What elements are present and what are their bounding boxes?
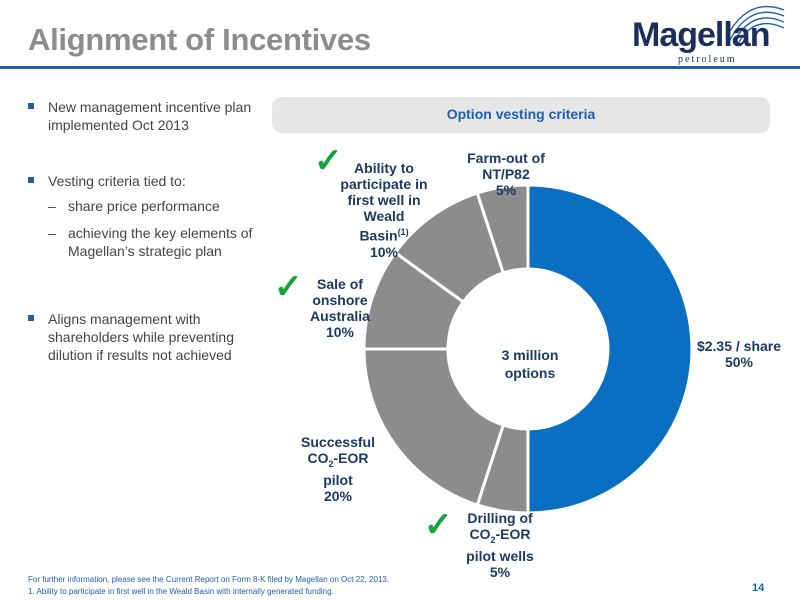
page-title: Alignment of Incentives [28,22,371,57]
bullet-text: Aligns management with shareholders whil… [48,311,234,363]
slice-label-share-price: $2.35 / share 50% [686,338,792,370]
logo-text: Magellan [632,16,770,54]
vesting-criteria-title: Option vesting criteria [446,106,596,122]
slice-label-line: first well in [347,192,421,208]
slice-label-line: Australia [310,308,370,324]
sub-bullet: – share price performance [48,197,268,215]
slice-label-line: CO2-EOR [288,450,388,472]
center-label-line: 3 million [501,347,559,363]
slice-label-line: participate in [340,176,428,192]
slice-label-sale-onshore: Sale of onshore Australia 10% [294,276,386,340]
slice-label-pct: 5% [489,563,511,580]
sub-bullet: – achieving the key elements of Magellan… [48,224,268,260]
dash-icon: – [48,198,56,214]
slice-label-line: Ability to [354,160,414,176]
footnote-1: 1. Ability to participate in first well … [28,587,334,596]
bullet-item: Vesting criteria tied to: [28,172,258,190]
subscript-2: 2 [328,458,334,469]
sub-bullet-text: share price performance [68,198,220,214]
slice-label-pct: 20% [323,487,353,504]
sub-bullet-text: achieving the key elements of Magellan’s… [68,225,253,259]
check-drilling-icon: ✓ [424,506,453,544]
slice-label-drilling: Drilling of CO2-EOR pilot wells 5% [450,510,550,580]
footnote-info: For further information, please see the … [28,575,390,584]
page-number: 14 [752,582,765,594]
slice-label-line: CO2-EOR [450,526,550,548]
title-divider [0,66,800,69]
slice-label-pct: 50% [724,354,754,370]
slice-label-line: $2.35 / share [696,338,782,354]
logo-arcs-icon [725,5,785,44]
slice-label-farm-out: Farm-out of NT/P82 5% [446,150,566,198]
text-co: CO [307,450,329,466]
slice-label-weald-basin: Ability to participate in first well in … [324,160,444,260]
bullet-text: Vesting criteria tied to: [48,173,186,189]
logo-subtext: petroleum [678,54,737,65]
slice-label-line: Farm-out of [467,150,545,166]
footnote-marker: (1) [397,227,409,237]
magellan-logo: Magellan petroleum [628,0,788,66]
bullet-item: Aligns management with shareholders whil… [28,310,258,364]
center-label: 3 million options [470,346,590,382]
donut-slice-2 [362,347,506,507]
slice-label-line: Basin(1) [324,224,444,244]
slice-label-line: onshore [312,292,368,308]
slice-label-pct: 10% [369,243,399,260]
check-weald-icon: ✓ [314,142,343,180]
text-basin: Basin [359,227,398,244]
slice-label-line: Successful [301,434,375,450]
bullet-item: New management incentive plan implemente… [28,98,258,134]
dash-icon: – [48,225,56,241]
subscript-2: 2 [490,534,496,545]
bullet-square-icon [28,103,34,109]
vesting-criteria-header: Option vesting criteria [272,97,770,133]
slice-label-pct: 5% [495,182,517,198]
slice-label-line: Sale of [317,276,363,292]
center-label-line: options [504,365,556,381]
bullet-text: New management incentive plan implemente… [48,99,252,133]
slice-label-pct: 10% [325,324,355,340]
slice-label-line: pilot wells [466,547,534,564]
bullet-square-icon [28,177,34,183]
slice-label-line: NT/P82 [482,166,530,182]
slice-label-line: Drilling of [467,510,533,526]
slice-label-line: Weald [363,208,405,224]
check-sale-icon: ✓ [274,268,303,306]
donut-slice-5 [475,183,530,275]
bullet-square-icon [28,315,34,321]
slice-label-line: pilot [323,471,353,488]
donut-slice-0 [526,183,694,515]
text-co: CO [469,526,491,542]
slice-label-co2-pilot: Successful CO2-EOR pilot 20% [288,434,388,504]
text-eor: -EOR [495,526,531,542]
text-eor: -EOR [333,450,369,466]
